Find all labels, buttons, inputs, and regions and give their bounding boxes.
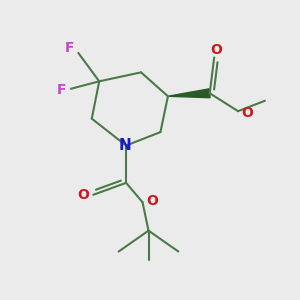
Text: O: O — [146, 194, 158, 208]
Polygon shape — [168, 89, 210, 98]
Text: F: F — [65, 41, 75, 56]
Text: O: O — [242, 106, 254, 120]
Text: N: N — [118, 138, 131, 153]
Text: O: O — [210, 43, 222, 57]
Text: O: O — [77, 188, 89, 202]
Text: F: F — [57, 83, 66, 97]
